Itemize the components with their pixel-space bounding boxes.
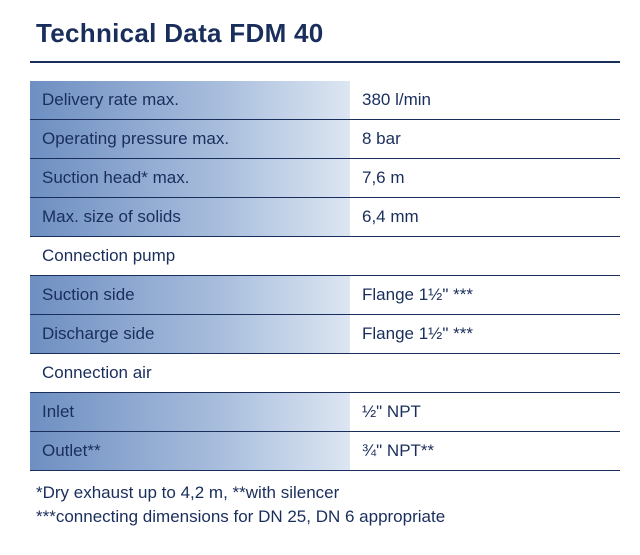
spec-value: ¾" NPT** — [350, 432, 620, 471]
page-title: Technical Data FDM 40 — [30, 10, 620, 63]
spec-value: 380 l/min — [350, 81, 620, 120]
table-row: Suction head* max.7,6 m — [30, 159, 620, 198]
spec-label: Connection air — [30, 354, 350, 393]
spec-label: Max. size of solids — [30, 198, 350, 237]
spec-label: Discharge side — [30, 315, 350, 354]
spec-value: Flange 1½" *** — [350, 315, 620, 354]
spec-value: 7,6 m — [350, 159, 620, 198]
spec-value: 8 bar — [350, 120, 620, 159]
table-row: Connection air — [30, 354, 620, 393]
footnotes: *Dry exhaust up to 4,2 m, **with silence… — [30, 471, 620, 529]
spec-label: Suction side — [30, 276, 350, 315]
table-row: Connection pump — [30, 237, 620, 276]
spec-label: Inlet — [30, 393, 350, 432]
spec-label: Outlet** — [30, 432, 350, 471]
spec-label: Delivery rate max. — [30, 81, 350, 120]
spec-value — [350, 237, 620, 276]
spec-table-body: Delivery rate max.380 l/minOperating pre… — [30, 81, 620, 471]
table-row: Delivery rate max.380 l/min — [30, 81, 620, 120]
spec-label: Operating pressure max. — [30, 120, 350, 159]
table-row: Suction sideFlange 1½" *** — [30, 276, 620, 315]
spec-value — [350, 354, 620, 393]
table-row: Inlet½" NPT — [30, 393, 620, 432]
spec-table: Delivery rate max.380 l/minOperating pre… — [30, 81, 620, 471]
spec-value: ½" NPT — [350, 393, 620, 432]
spec-value: 6,4 mm — [350, 198, 620, 237]
spec-label: Suction head* max. — [30, 159, 350, 198]
table-row: Max. size of solids6,4 mm — [30, 198, 620, 237]
spec-label: Connection pump — [30, 237, 350, 276]
table-row: Discharge sideFlange 1½" *** — [30, 315, 620, 354]
footnote-line-2: ***connecting dimensions for DN 25, DN 6… — [36, 505, 620, 529]
table-row: Operating pressure max.8 bar — [30, 120, 620, 159]
footnote-line-1: *Dry exhaust up to 4,2 m, **with silence… — [36, 481, 620, 505]
table-row: Outlet**¾" NPT** — [30, 432, 620, 471]
spec-value: Flange 1½" *** — [350, 276, 620, 315]
